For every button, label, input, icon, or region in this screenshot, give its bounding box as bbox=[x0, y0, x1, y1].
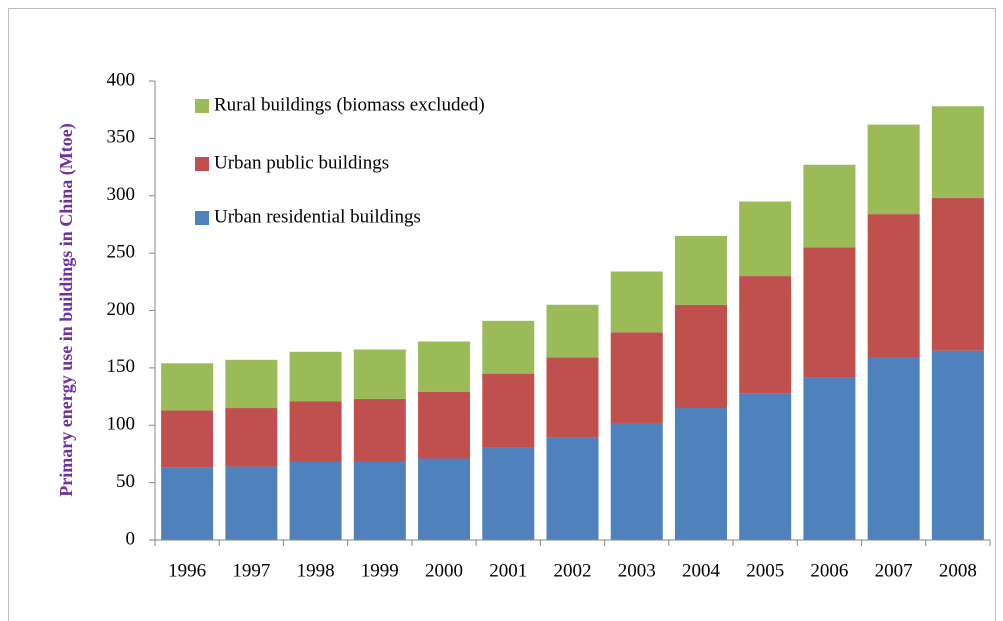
bar-segment bbox=[418, 391, 471, 459]
y-tick-label: 100 bbox=[107, 414, 136, 435]
bar-segment bbox=[289, 401, 342, 462]
bar-segment bbox=[931, 198, 984, 351]
legend-swatch bbox=[195, 99, 209, 113]
bar-segment bbox=[739, 276, 792, 394]
x-tick-label: 2002 bbox=[554, 560, 592, 581]
x-tick-label: 2005 bbox=[746, 560, 784, 581]
x-tick-label: 1997 bbox=[232, 560, 270, 581]
bar-segment bbox=[546, 437, 599, 540]
bar-segment bbox=[161, 467, 214, 540]
bar-segment bbox=[161, 363, 214, 411]
y-tick-label: 200 bbox=[107, 299, 136, 320]
bar-segment bbox=[867, 357, 920, 540]
bar-segment bbox=[931, 106, 984, 199]
bar-segment bbox=[482, 373, 535, 448]
bar-segment bbox=[546, 357, 599, 438]
bar-segment bbox=[674, 408, 727, 540]
y-axis-title: Primary energy use in buildings in China… bbox=[56, 123, 77, 497]
bar-segment bbox=[161, 410, 214, 468]
bar-segment bbox=[610, 422, 663, 540]
bar-segment bbox=[931, 350, 984, 540]
bar-segment bbox=[610, 332, 663, 423]
x-tick-label: 2003 bbox=[618, 560, 656, 581]
x-tick-label: 1999 bbox=[361, 560, 399, 581]
bar-segment bbox=[225, 466, 278, 540]
frame bbox=[8, 8, 996, 621]
y-tick-label: 300 bbox=[107, 184, 136, 205]
bar-segment bbox=[674, 235, 727, 305]
legend-label: Urban public buildings bbox=[214, 152, 389, 173]
y-tick-label: 400 bbox=[107, 69, 136, 90]
x-tick-label: 2006 bbox=[810, 560, 848, 581]
bar-segment bbox=[289, 351, 342, 402]
legend-swatch bbox=[195, 211, 209, 225]
x-tick-label: 2001 bbox=[489, 560, 527, 581]
y-tick-label: 250 bbox=[107, 241, 136, 262]
bar-segment bbox=[353, 461, 406, 540]
bar-segment bbox=[289, 461, 342, 540]
x-tick-label: 2008 bbox=[939, 560, 977, 581]
bar-segment bbox=[482, 320, 535, 374]
bar-segment bbox=[418, 341, 471, 392]
x-tick-label: 1996 bbox=[168, 560, 206, 581]
legend-label: Rural buildings (biomass excluded) bbox=[214, 94, 485, 115]
x-tick-label: 2007 bbox=[875, 560, 913, 581]
y-tick-label: 350 bbox=[107, 127, 136, 148]
bar-segment bbox=[803, 164, 856, 248]
bar-segment bbox=[353, 398, 406, 462]
legend-swatch bbox=[195, 157, 209, 171]
bar-segment bbox=[739, 393, 792, 540]
x-tick-label: 2000 bbox=[425, 560, 463, 581]
y-tick-label: 50 bbox=[116, 471, 135, 492]
y-tick-label: 0 bbox=[126, 528, 136, 549]
bar-segment bbox=[546, 304, 599, 358]
bar-segment bbox=[482, 447, 535, 540]
bar-segment bbox=[867, 214, 920, 358]
bar-segment bbox=[674, 304, 727, 409]
bar-segment bbox=[353, 349, 406, 399]
bar-segment bbox=[610, 271, 663, 333]
legend-label: Urban residential buildings bbox=[214, 206, 421, 227]
bar-segment bbox=[867, 124, 920, 215]
bar-segment bbox=[803, 247, 856, 378]
x-tick-label: 2004 bbox=[682, 560, 721, 581]
y-tick-label: 150 bbox=[107, 356, 136, 377]
x-tick-label: 1998 bbox=[297, 560, 335, 581]
bar-segment bbox=[225, 359, 278, 409]
bar-segment bbox=[225, 408, 278, 467]
bar-segment bbox=[803, 377, 856, 540]
bar-segment bbox=[739, 201, 792, 277]
bar-segment bbox=[418, 458, 471, 540]
